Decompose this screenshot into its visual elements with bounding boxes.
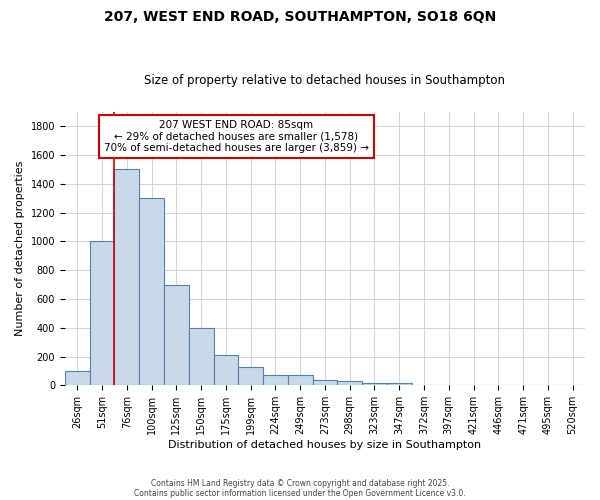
Bar	[362, 383, 387, 386]
Bar	[115, 170, 139, 386]
Bar	[238, 366, 263, 386]
Title: Size of property relative to detached houses in Southampton: Size of property relative to detached ho…	[145, 74, 505, 87]
Text: 207 WEST END ROAD: 85sqm
← 29% of detached houses are smaller (1,578)
70% of sem: 207 WEST END ROAD: 85sqm ← 29% of detach…	[104, 120, 369, 153]
Bar	[65, 371, 89, 386]
Bar	[139, 198, 164, 386]
Y-axis label: Number of detached properties: Number of detached properties	[15, 161, 25, 336]
Bar	[89, 242, 115, 386]
Bar	[337, 381, 362, 386]
Bar	[313, 380, 337, 386]
Bar	[387, 383, 412, 386]
Bar	[263, 374, 288, 386]
Text: 207, WEST END ROAD, SOUTHAMPTON, SO18 6QN: 207, WEST END ROAD, SOUTHAMPTON, SO18 6Q…	[104, 10, 496, 24]
Text: Contains HM Land Registry data © Crown copyright and database right 2025.: Contains HM Land Registry data © Crown c…	[151, 478, 449, 488]
Bar	[214, 355, 238, 386]
Bar	[164, 284, 189, 386]
Bar	[189, 328, 214, 386]
X-axis label: Distribution of detached houses by size in Southampton: Distribution of detached houses by size …	[169, 440, 482, 450]
Bar	[288, 374, 313, 386]
Text: Contains public sector information licensed under the Open Government Licence v3: Contains public sector information licen…	[134, 488, 466, 498]
